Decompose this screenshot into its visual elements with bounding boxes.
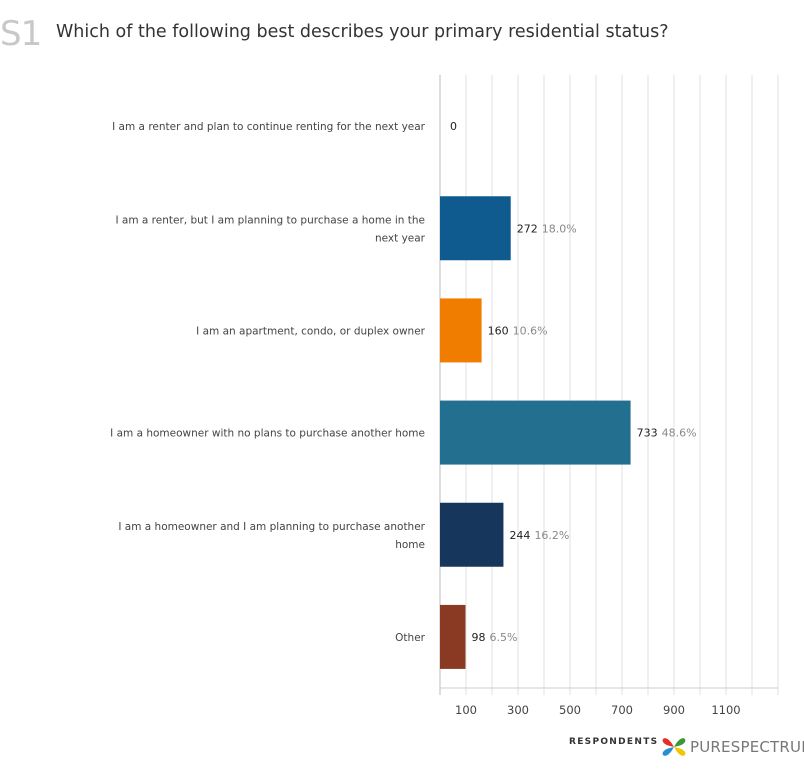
bar <box>440 298 482 363</box>
bar <box>440 196 511 261</box>
value-label: 244 <box>509 529 530 542</box>
category-label: I am a homeowner with no plans to purcha… <box>110 428 425 440</box>
value-label: 160 <box>488 324 509 337</box>
x-tick-label: 500 <box>559 703 581 717</box>
percent-label: 18.0% <box>542 222 577 235</box>
x-tick-label: 100 <box>455 703 477 717</box>
bar <box>440 502 504 567</box>
brand-name: PURESPECTRUM <box>690 738 804 756</box>
bar <box>440 604 466 669</box>
x-tick-label: 300 <box>507 703 529 717</box>
question-id: S1 <box>0 14 42 54</box>
x-axis-label: RESPONDENTS <box>569 737 659 747</box>
percent-label: 6.5% <box>489 631 517 644</box>
category-label: next year <box>375 232 426 244</box>
value-label: 733 <box>637 427 658 440</box>
value-label: 272 <box>517 222 538 235</box>
x-tick-label: 1100 <box>711 703 740 717</box>
category-label: I am a homeowner and I am planning to pu… <box>118 521 425 533</box>
percent-label: 16.2% <box>534 529 569 542</box>
percent-label: 10.6% <box>513 324 548 337</box>
category-label: Other <box>395 632 425 644</box>
category-label: home <box>395 539 425 551</box>
x-tick-label: 900 <box>663 703 685 717</box>
x-tick-label: 700 <box>611 703 633 717</box>
percent-label: 48.6% <box>662 427 697 440</box>
category-label: I am a renter, but I am planning to purc… <box>115 214 425 226</box>
purespectrum-logo-icon <box>662 738 686 756</box>
bar <box>440 400 631 465</box>
value-label: 0 <box>450 120 457 133</box>
category-label: I am an apartment, condo, or duplex owne… <box>196 325 426 337</box>
category-label: I am a renter and plan to continue renti… <box>112 121 426 133</box>
value-label: 98 <box>471 631 485 644</box>
question-text: Which of the following best describes yo… <box>56 22 669 42</box>
